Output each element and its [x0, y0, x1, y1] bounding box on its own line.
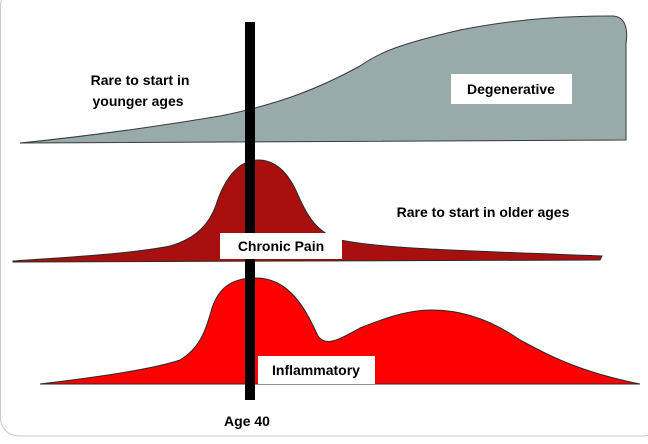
age-40-marker-line	[245, 22, 255, 400]
inflammatory-label: Inflammatory	[272, 362, 360, 378]
young-note-line1: Rare to start in	[91, 72, 190, 88]
age-marker-label: Age 40	[224, 413, 270, 429]
young-note-line2: younger ages	[92, 93, 183, 109]
degenerative-label: Degenerative	[467, 81, 555, 97]
chronic-pain-label: Chronic Pain	[238, 238, 324, 254]
old-note: Rare to start in older ages	[397, 204, 570, 220]
